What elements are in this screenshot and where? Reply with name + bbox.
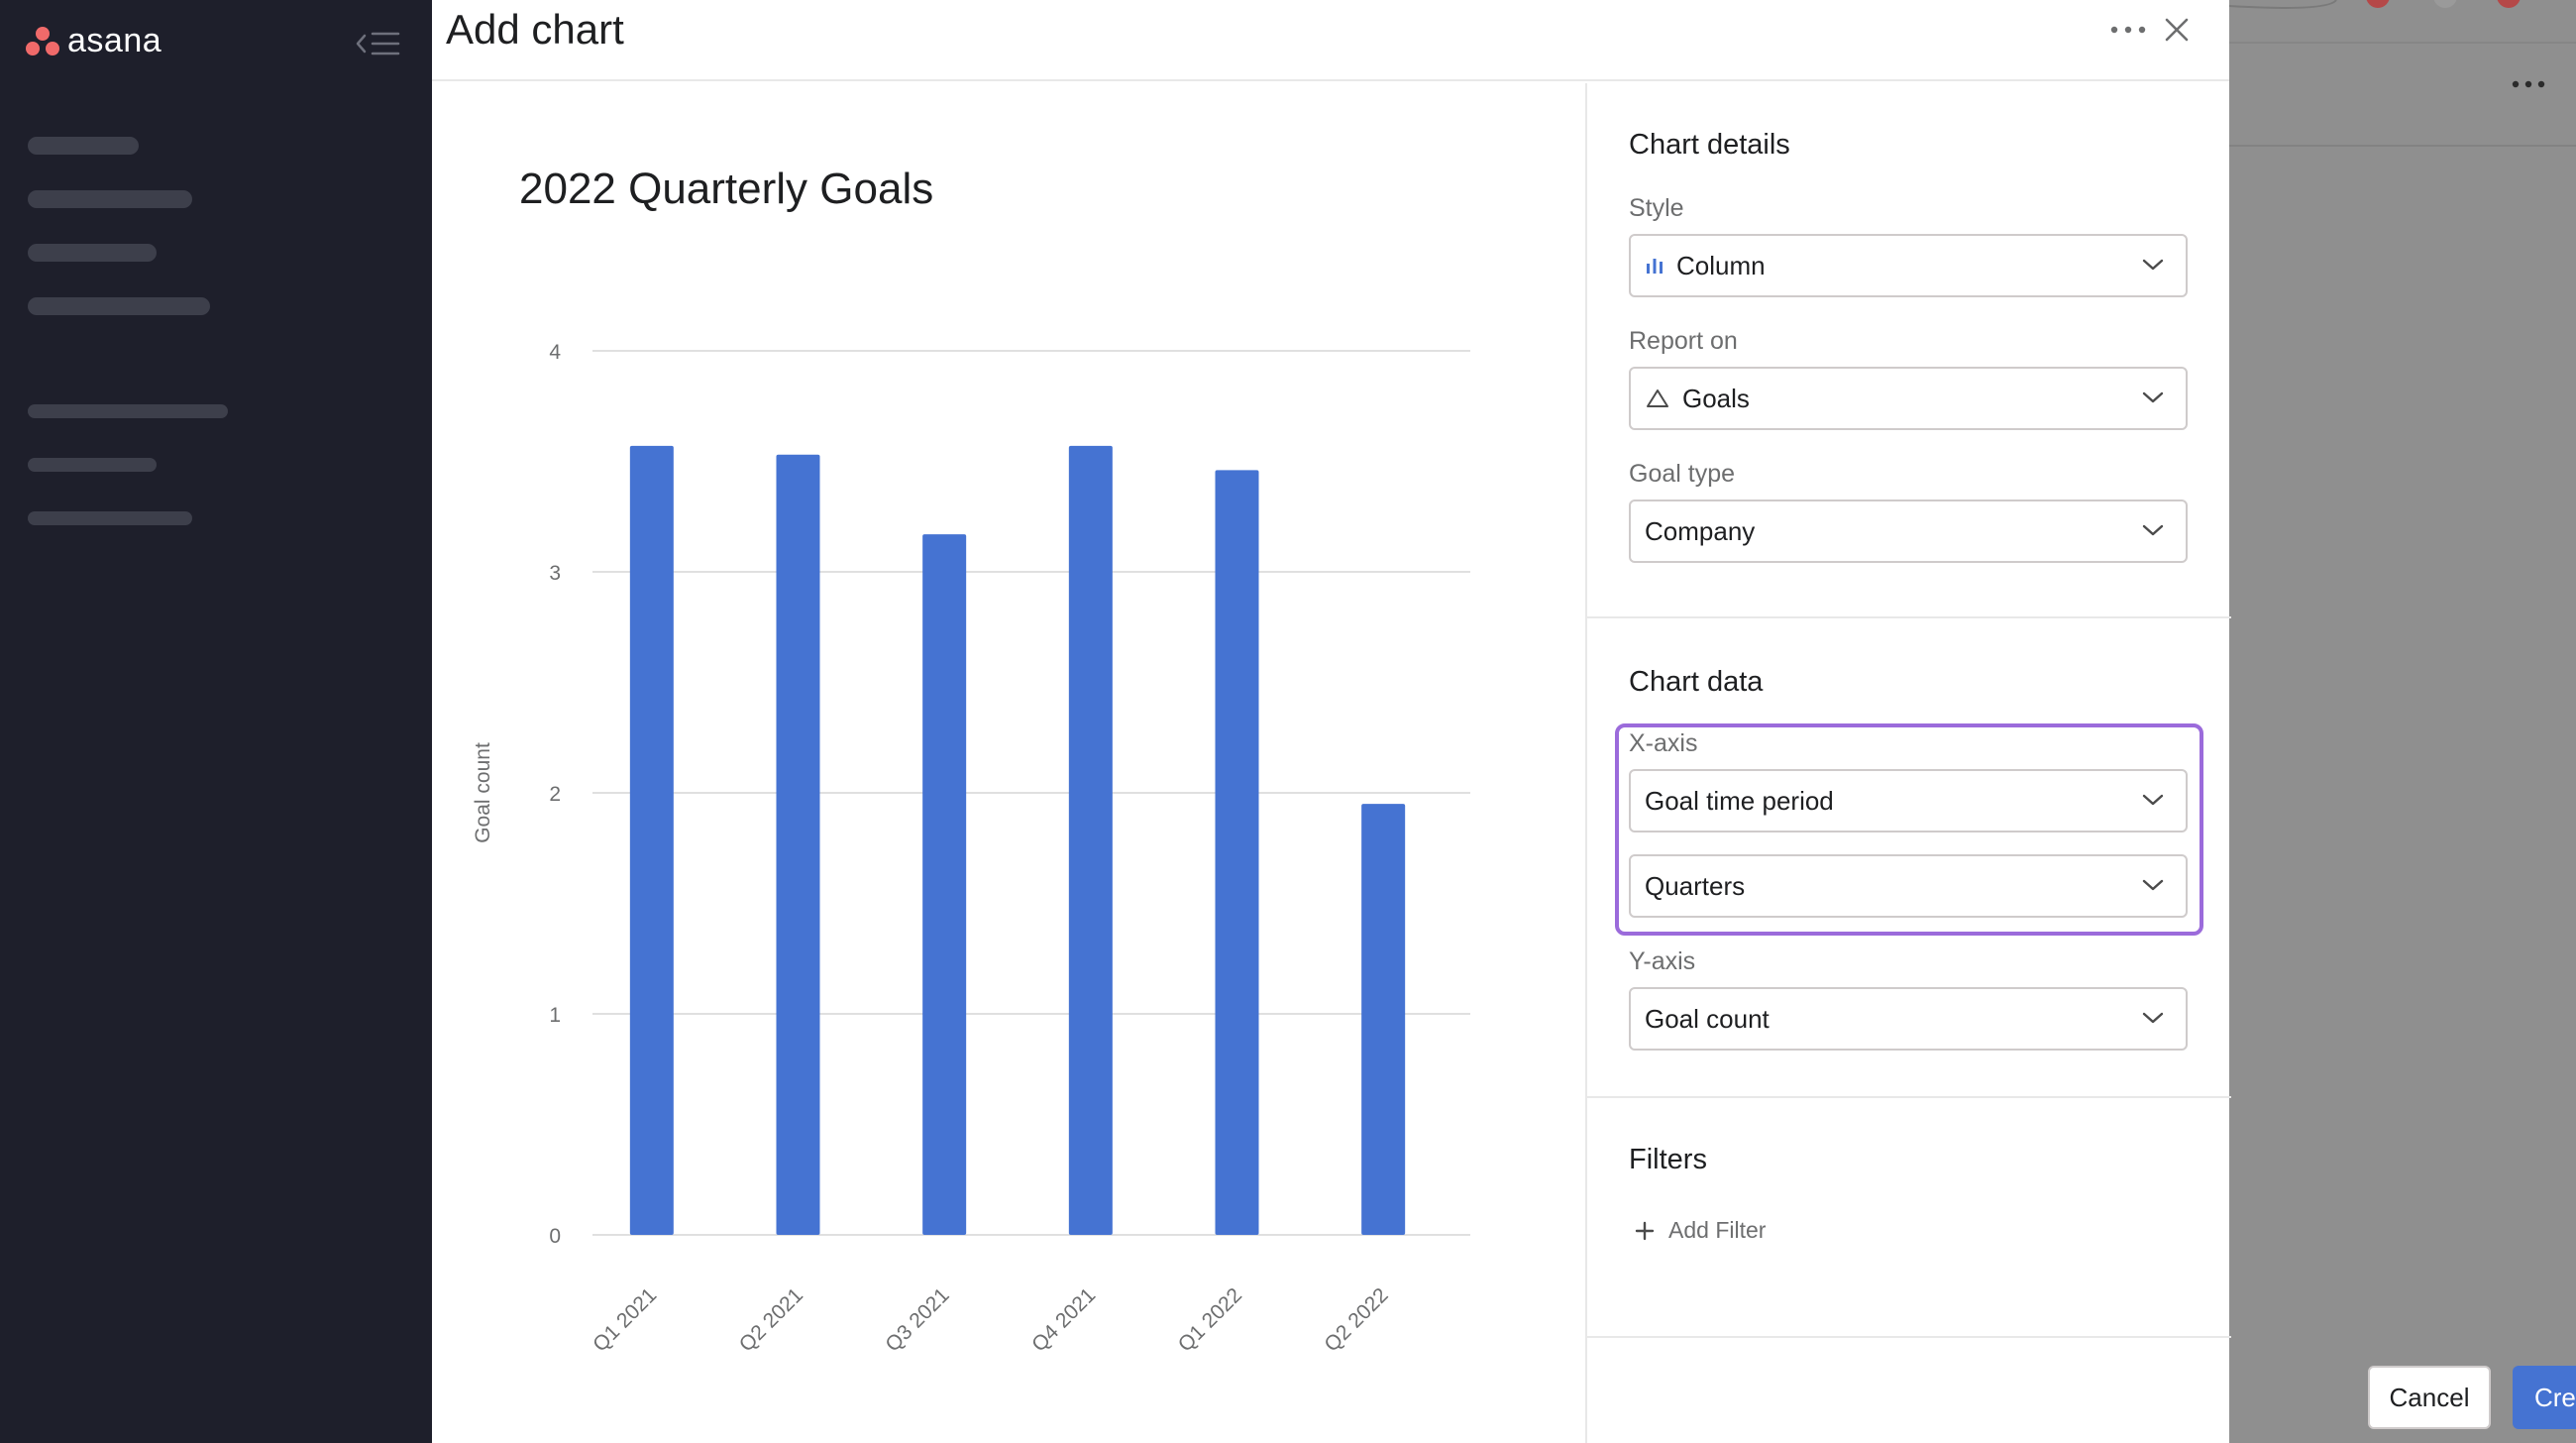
style-label: Style	[1629, 194, 1684, 222]
style-dropdown[interactable]: Column	[1629, 234, 2188, 297]
nav-placeholder	[28, 244, 157, 262]
modal-header: Add chart	[432, 0, 2229, 81]
y-axis-dropdown[interactable]: Goal count	[1629, 987, 2188, 1051]
logo-text: asana	[67, 22, 162, 59]
chevron-down-icon	[2142, 524, 2164, 536]
chevron-down-icon	[2142, 259, 2164, 271]
y-tick-label: 3	[549, 562, 561, 585]
chart-bar	[1215, 470, 1259, 1235]
goal-type-value: Company	[1645, 515, 1756, 546]
column-chart: 0 1 2 3 4 Q1 2021 Q2 2021 Q3 2021 Q4 2021 Q1 2022…	[472, 341, 1470, 1357]
y-tick-label: 2	[549, 783, 561, 806]
report-on-value: Goals	[1682, 383, 1750, 413]
collapse-sidebar-icon[interactable]	[353, 24, 404, 63]
nav-placeholder	[28, 511, 192, 525]
add-chart-modal: Add chart 2022 Quarterly Goals 0 1 2 3 4 Q1 2…	[432, 0, 2576, 1443]
x-axis-grouping-dropdown[interactable]: Quarters	[1629, 854, 2188, 918]
y-axis-label: Y-axis	[1629, 947, 1696, 975]
background-page	[2228, 0, 2576, 1443]
bar-chart-icon	[1645, 256, 1664, 276]
add-filter-label: Add Filter	[1668, 1217, 1767, 1243]
more-horizontal-icon	[2507, 69, 2550, 99]
add-filter-button[interactable]: Add Filter	[1635, 1217, 1766, 1244]
y-tick-label: 0	[549, 1225, 561, 1248]
triangle-goal-icon	[1645, 388, 1670, 409]
chart-details-title: Chart details	[1629, 129, 1790, 161]
nav-placeholder	[28, 297, 210, 315]
background-header	[2229, 44, 2576, 147]
nav-placeholder	[28, 458, 157, 472]
section-divider	[1587, 1096, 2231, 1098]
x-axis-value: Goal time period	[1645, 785, 1834, 816]
nav-placeholder	[28, 137, 139, 155]
nav-placeholder	[28, 190, 192, 208]
filters-title: Filters	[1629, 1144, 1707, 1175]
close-icon[interactable]	[2156, 10, 2198, 50]
background-topbar	[2228, 0, 2576, 44]
x-axis-highlight	[1615, 723, 2203, 936]
goal-type-label: Goal type	[1629, 460, 1736, 488]
goal-type-dropdown[interactable]: Company	[1629, 500, 2188, 563]
section-divider	[1587, 616, 2231, 618]
y-axis-value: Goal count	[1645, 1003, 1770, 1034]
chart-title: 2022 Quarterly Goals	[519, 165, 934, 213]
chart-bar	[776, 454, 820, 1235]
chart-bar	[922, 534, 967, 1235]
asana-logo-icon	[26, 25, 59, 58]
y-tick-label: 4	[549, 341, 561, 364]
chart-bar	[629, 445, 674, 1235]
create-button[interactable]: Create	[2513, 1366, 2576, 1429]
nav-placeholder	[28, 404, 228, 418]
x-tick-label: Q3 2021	[881, 1283, 953, 1356]
x-tick-label: Q2 2022	[1320, 1283, 1392, 1356]
plus-icon	[1635, 1221, 1655, 1240]
x-tick-label: Q2 2021	[735, 1283, 807, 1356]
x-tick-label: Q1 2021	[589, 1283, 661, 1356]
footer-divider	[1587, 1336, 2231, 1338]
chart-data-title: Chart data	[1629, 666, 1764, 698]
report-on-label: Report on	[1629, 327, 1738, 355]
chevron-down-icon	[2142, 879, 2164, 891]
chevron-down-icon	[2142, 1012, 2164, 1024]
style-value: Column	[1676, 250, 1766, 280]
x-axis-grouping-value: Quarters	[1645, 870, 1746, 901]
x-axis-dropdown[interactable]: Goal time period	[1629, 769, 2188, 832]
chart-settings-panel: Chart details Style Column Report on Goa…	[1585, 83, 2576, 1443]
more-horizontal-icon[interactable]	[2104, 12, 2152, 48]
chevron-down-icon	[2142, 391, 2164, 403]
y-axis-title: Goal count	[472, 742, 494, 843]
chart-bar	[1068, 445, 1113, 1235]
asana-logo[interactable]: asana	[26, 22, 161, 60]
sidebar: asana	[0, 0, 432, 1443]
chart-preview: 2022 Quarterly Goals 0 1 2 3 4 Q1 2021 Q2 2021…	[432, 83, 1585, 1443]
modal-title: Add chart	[446, 6, 624, 53]
y-tick-label: 1	[549, 1004, 561, 1027]
x-tick-label: Q1 2022	[1174, 1283, 1246, 1356]
x-axis-label: X-axis	[1629, 729, 1698, 757]
cancel-button[interactable]: Cancel	[2368, 1366, 2491, 1429]
x-tick-label: Q4 2021	[1027, 1283, 1100, 1356]
report-on-dropdown[interactable]: Goals	[1629, 367, 2188, 430]
chevron-down-icon	[2142, 794, 2164, 806]
chart-bar	[1361, 804, 1406, 1235]
